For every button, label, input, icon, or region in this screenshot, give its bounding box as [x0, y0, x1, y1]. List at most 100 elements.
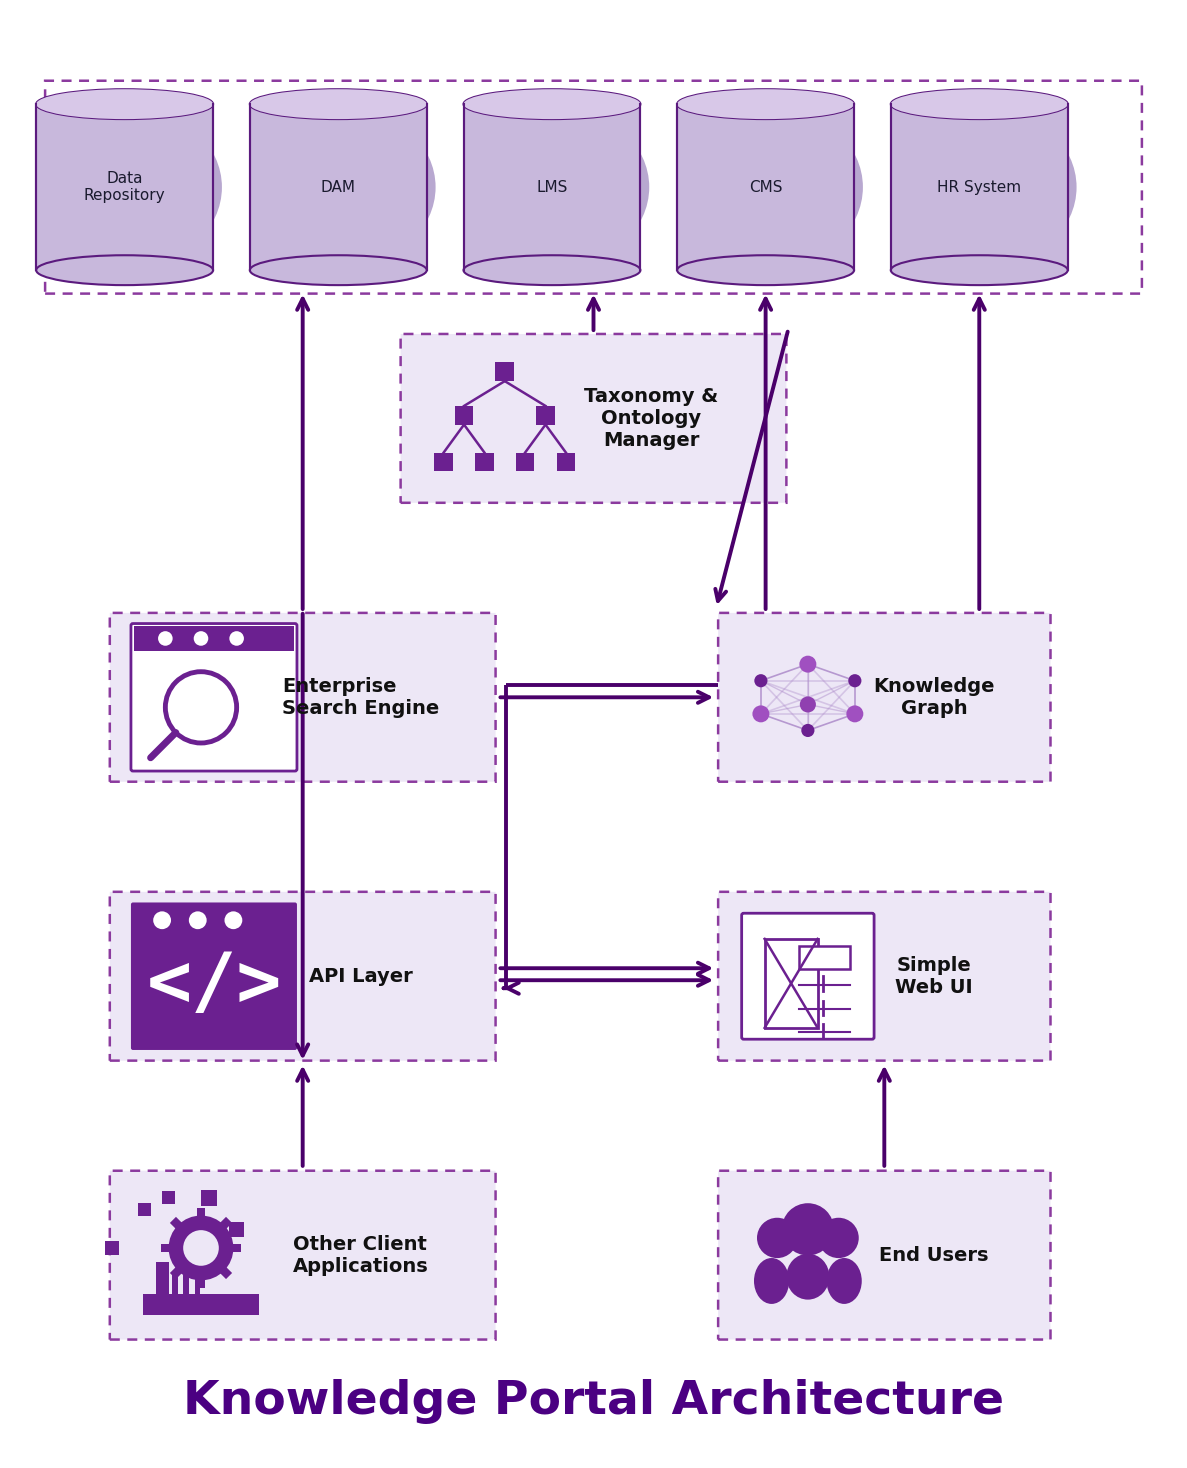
Bar — [170, 1217, 186, 1233]
Ellipse shape — [890, 90, 1068, 119]
Ellipse shape — [826, 1258, 862, 1304]
Bar — [133, 904, 296, 937]
Circle shape — [158, 631, 172, 646]
Bar — [201, 1189, 217, 1205]
Circle shape — [189, 912, 207, 929]
Bar — [134, 625, 294, 652]
Ellipse shape — [463, 255, 641, 285]
Bar — [537, 407, 554, 424]
Bar — [216, 1262, 233, 1279]
Ellipse shape — [677, 90, 855, 119]
Text: Knowledge Portal Architecture: Knowledge Portal Architecture — [183, 1380, 1004, 1424]
Ellipse shape — [36, 255, 214, 285]
Bar — [155, 1262, 169, 1293]
Bar — [36, 104, 214, 270]
Bar — [434, 452, 453, 471]
Ellipse shape — [677, 255, 855, 285]
Bar — [226, 1243, 241, 1252]
Circle shape — [818, 1218, 858, 1258]
FancyBboxPatch shape — [400, 333, 786, 502]
Bar — [197, 1208, 205, 1223]
Circle shape — [799, 656, 817, 672]
FancyBboxPatch shape — [109, 891, 496, 1060]
Text: API Layer: API Layer — [309, 967, 412, 985]
Ellipse shape — [42, 109, 222, 266]
Ellipse shape — [469, 109, 649, 266]
Bar — [764, 940, 818, 1028]
Ellipse shape — [683, 109, 863, 266]
Bar — [172, 1273, 178, 1293]
Text: Knowledge
Graph: Knowledge Graph — [874, 677, 995, 718]
Bar — [163, 1191, 174, 1204]
FancyBboxPatch shape — [718, 614, 1050, 781]
Circle shape — [229, 631, 245, 646]
Ellipse shape — [36, 90, 214, 119]
Bar — [138, 1202, 151, 1216]
Bar — [195, 1264, 201, 1293]
Bar — [475, 452, 494, 471]
Ellipse shape — [890, 90, 1068, 119]
Bar — [104, 1240, 119, 1255]
Ellipse shape — [890, 255, 1068, 285]
Bar — [495, 363, 514, 382]
Ellipse shape — [754, 1258, 789, 1304]
Bar — [800, 979, 850, 991]
Circle shape — [224, 912, 242, 929]
Ellipse shape — [255, 109, 436, 266]
Circle shape — [193, 631, 208, 646]
Bar — [800, 945, 850, 969]
Bar — [183, 1268, 189, 1293]
Ellipse shape — [896, 109, 1077, 266]
Bar — [142, 1293, 259, 1315]
Circle shape — [753, 706, 769, 722]
Bar — [455, 407, 474, 424]
Circle shape — [849, 674, 862, 687]
FancyBboxPatch shape — [718, 891, 1050, 1060]
Bar — [160, 1277, 166, 1293]
Circle shape — [801, 724, 814, 737]
FancyBboxPatch shape — [718, 1171, 1050, 1339]
Ellipse shape — [249, 90, 427, 119]
Text: Taxonomy &
Ontology
Manager: Taxonomy & Ontology Manager — [584, 388, 718, 449]
FancyBboxPatch shape — [131, 624, 297, 771]
Circle shape — [169, 1216, 234, 1280]
Text: LMS: LMS — [537, 179, 567, 195]
Bar — [557, 452, 576, 471]
Circle shape — [754, 674, 768, 687]
Ellipse shape — [463, 90, 641, 119]
Circle shape — [754, 708, 768, 721]
Bar — [249, 104, 427, 270]
Circle shape — [846, 706, 863, 722]
Circle shape — [757, 1218, 798, 1258]
Ellipse shape — [249, 255, 427, 285]
Ellipse shape — [677, 90, 855, 119]
Bar — [890, 104, 1068, 270]
Bar — [800, 1004, 850, 1014]
Text: Simple
Web UI: Simple Web UI — [895, 956, 973, 997]
Bar — [229, 1221, 245, 1236]
Circle shape — [153, 912, 171, 929]
Bar — [463, 104, 641, 270]
Circle shape — [801, 658, 814, 671]
Ellipse shape — [786, 1254, 830, 1299]
Ellipse shape — [249, 90, 427, 119]
FancyBboxPatch shape — [742, 913, 874, 1039]
Circle shape — [849, 708, 862, 721]
FancyBboxPatch shape — [109, 1171, 496, 1339]
Circle shape — [800, 696, 815, 712]
Text: Other Client
Applications: Other Client Applications — [293, 1235, 429, 1276]
Text: DAM: DAM — [320, 179, 356, 195]
Text: End Users: End Users — [880, 1246, 989, 1264]
Ellipse shape — [36, 90, 214, 119]
Bar — [161, 1243, 176, 1252]
Text: Enterprise
Search Engine: Enterprise Search Engine — [283, 677, 439, 718]
Text: Data
Repository: Data Repository — [84, 170, 165, 204]
Text: CMS: CMS — [749, 179, 782, 195]
FancyBboxPatch shape — [109, 614, 496, 781]
Bar — [216, 1217, 233, 1233]
Bar — [677, 104, 855, 270]
Bar — [170, 1262, 186, 1279]
Text: HR System: HR System — [938, 179, 1021, 195]
Bar — [197, 1273, 205, 1287]
FancyBboxPatch shape — [45, 81, 1142, 294]
